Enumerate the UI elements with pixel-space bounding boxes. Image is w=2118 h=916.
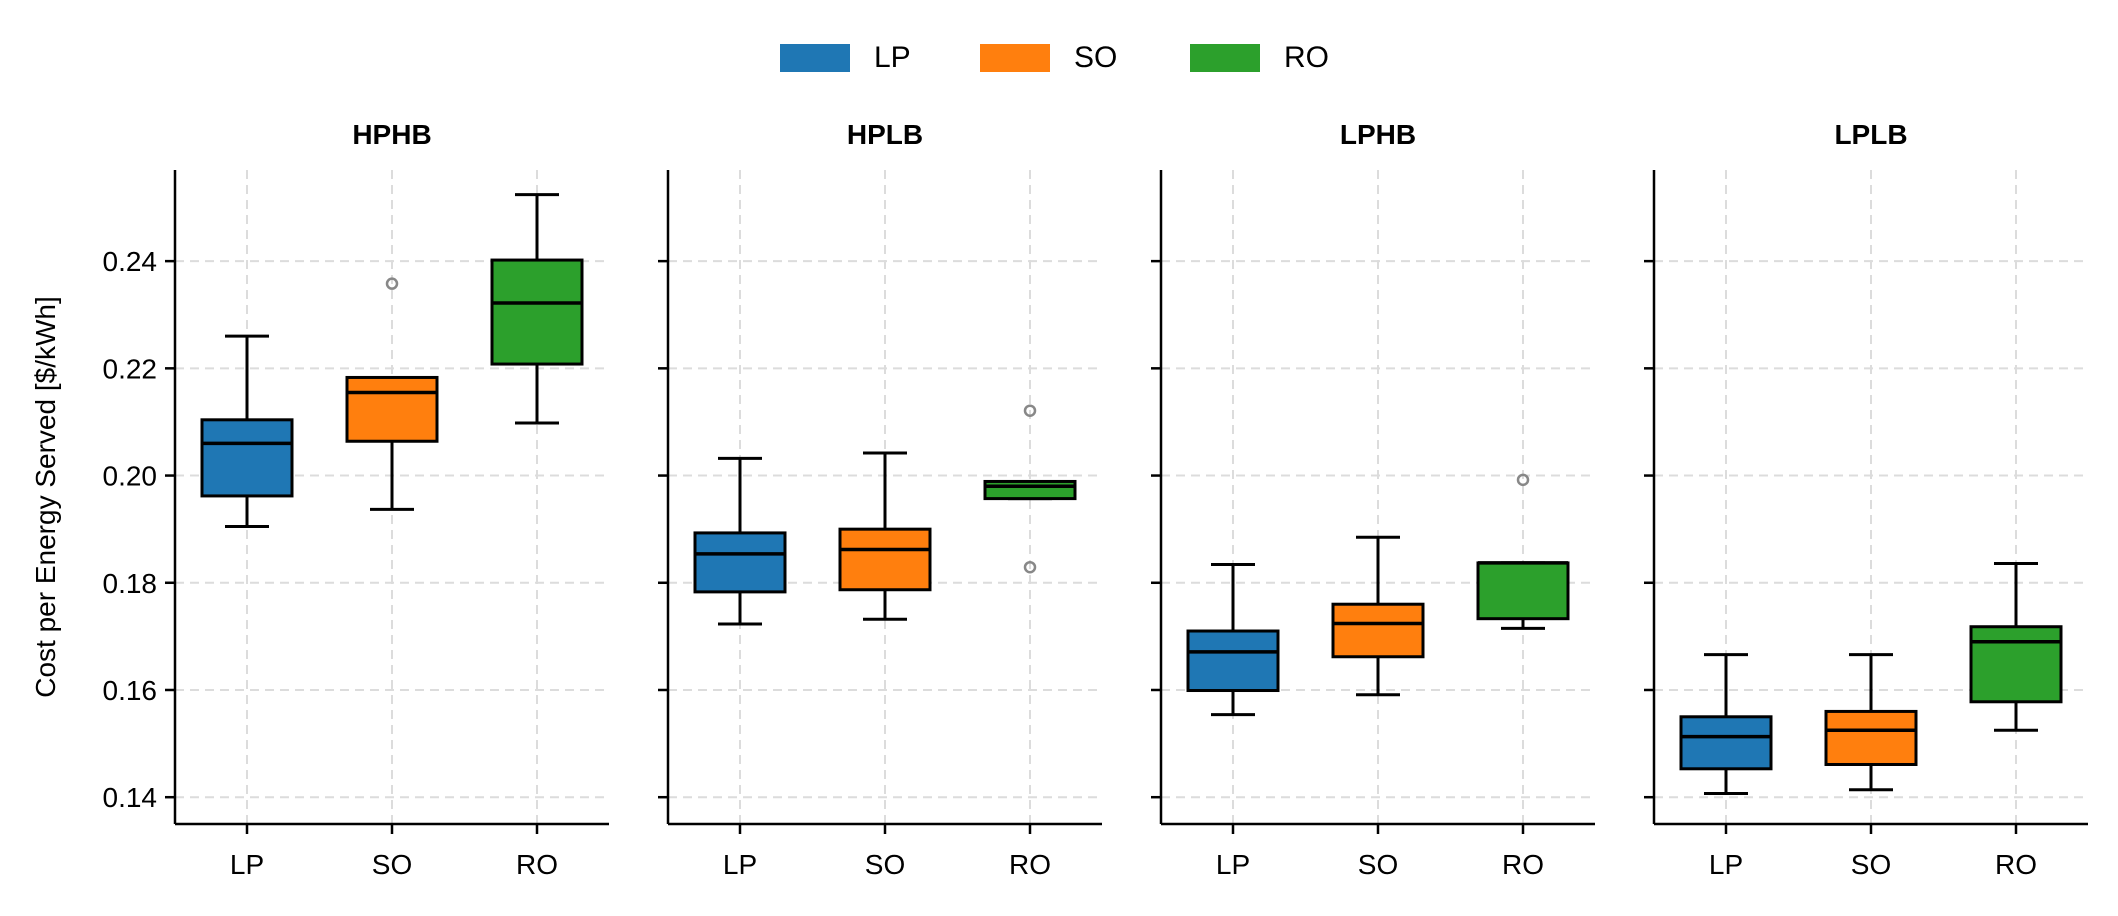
legend: LP SO RO bbox=[0, 38, 2118, 78]
outlier-hplb-ro-0 bbox=[1023, 404, 1037, 417]
legend-label-ro: RO bbox=[1284, 41, 1329, 74]
y-tick-label-2: 0.18 bbox=[103, 568, 158, 599]
x-tick-label-hplb-ro: RO bbox=[1009, 849, 1051, 880]
x-tick-label-lphb-ro: RO bbox=[1502, 849, 1544, 880]
y-tick-label-4: 0.22 bbox=[103, 353, 158, 384]
box-lplb-ro bbox=[1969, 625, 2063, 704]
x-tick-label-lphb-so: SO bbox=[1358, 849, 1398, 880]
box-lphb-ro bbox=[1476, 561, 1570, 621]
outlier-lphb-ro-0 bbox=[1516, 473, 1530, 487]
box-lphb-so bbox=[1331, 602, 1425, 659]
panel-title-hphb: HPHB bbox=[352, 119, 431, 150]
box-hphb-ro bbox=[490, 258, 584, 366]
panel-title-hplb: HPLB bbox=[847, 119, 923, 150]
box-lplb-so bbox=[1824, 709, 1918, 766]
outlier-hplb-ro-1 bbox=[1023, 560, 1037, 574]
legend-item-lp: LP bbox=[780, 38, 911, 78]
y-tick-label-1: 0.16 bbox=[103, 675, 158, 706]
x-tick-label-hplb-so: SO bbox=[865, 849, 905, 880]
y-tick-label-3: 0.20 bbox=[103, 461, 158, 492]
legend-swatch-lp bbox=[780, 44, 850, 72]
legend-item-ro: RO bbox=[1190, 38, 1329, 78]
box-hphb-so bbox=[345, 375, 439, 443]
x-tick-label-lplb-ro: RO bbox=[1995, 849, 2037, 880]
legend-label-lp: LP bbox=[874, 41, 911, 74]
x-tick-label-lplb-lp: LP bbox=[1709, 849, 1743, 880]
y-axis-label: Cost per Energy Served [$/kWh] bbox=[30, 296, 61, 698]
panel-title-lplb: LPLB bbox=[1834, 119, 1907, 150]
x-tick-label-lphb-lp: LP bbox=[1216, 849, 1250, 880]
legend-label-so: SO bbox=[1074, 41, 1118, 74]
y-tick-label-5: 0.24 bbox=[103, 246, 158, 277]
box-hplb-so bbox=[838, 527, 932, 592]
x-tick-label-hphb-ro: RO bbox=[516, 849, 558, 880]
legend-swatch-so bbox=[980, 44, 1050, 72]
panel-title-lphb: LPHB bbox=[1340, 119, 1416, 150]
legend-item-so: SO bbox=[980, 38, 1117, 78]
x-tick-label-lplb-so: SO bbox=[1851, 849, 1891, 880]
box-lplb-lp bbox=[1679, 715, 1773, 771]
box-hplb-lp bbox=[693, 531, 787, 594]
outlier-hphb-so-0 bbox=[385, 277, 399, 290]
box-lphb-lp bbox=[1186, 629, 1280, 693]
x-tick-label-hplb-lp: LP bbox=[723, 849, 757, 880]
box-hplb-ro bbox=[983, 479, 1077, 501]
x-tick-label-hphb-lp: LP bbox=[230, 849, 264, 880]
x-tick-label-hphb-so: SO bbox=[372, 849, 412, 880]
legend-swatch-ro bbox=[1190, 44, 1260, 72]
y-tick-label-0: 0.14 bbox=[103, 782, 158, 813]
box-hphb-lp bbox=[200, 418, 294, 498]
